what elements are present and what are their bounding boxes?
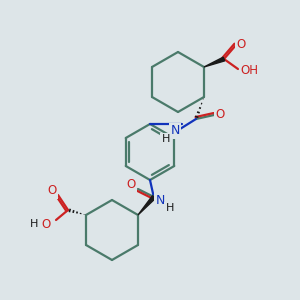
- Polygon shape: [204, 57, 225, 67]
- Text: H: H: [30, 219, 38, 229]
- Polygon shape: [138, 196, 155, 215]
- Text: N: N: [155, 194, 165, 206]
- Text: O: O: [215, 107, 225, 121]
- Text: N: N: [170, 124, 180, 137]
- Text: H: H: [162, 134, 170, 144]
- Text: O: O: [41, 218, 51, 230]
- Text: O: O: [126, 178, 136, 190]
- Text: H: H: [166, 203, 174, 213]
- Text: O: O: [236, 38, 246, 50]
- Text: OH: OH: [240, 64, 258, 77]
- Text: O: O: [47, 184, 57, 197]
